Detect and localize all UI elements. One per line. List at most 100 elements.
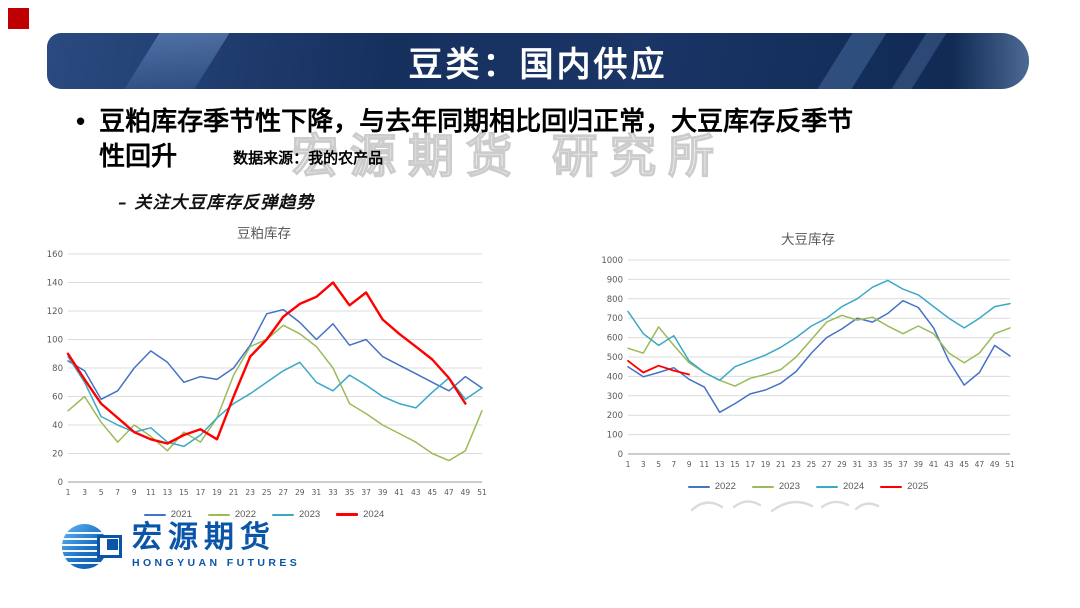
bullet-main-text: 豆粕库存季节性下降，与去年同期相比回归正常，大豆库存反季节性回升 [99, 106, 854, 172]
svg-text:120: 120 [47, 307, 63, 317]
banner-stripe-left [117, 33, 237, 89]
corner-red-square [8, 8, 29, 29]
svg-text:13: 13 [715, 460, 725, 469]
banner-stripe-right [810, 33, 894, 89]
svg-text:45: 45 [959, 460, 969, 469]
svg-text:41: 41 [394, 488, 404, 497]
svg-text:35: 35 [345, 488, 355, 497]
svg-text:29: 29 [295, 488, 305, 497]
svg-text:800: 800 [607, 295, 623, 305]
bullet-point: • 豆粕库存季节性下降，与去年同期相比回归正常，大豆库存反季节性回升 数据来源：我… [76, 104, 956, 174]
svg-text:47: 47 [444, 488, 454, 497]
svg-text:37: 37 [898, 460, 908, 469]
svg-text:35: 35 [883, 460, 893, 469]
banner-right-highlight [953, 33, 1029, 89]
svg-text:40: 40 [52, 421, 63, 431]
svg-text:23: 23 [245, 488, 255, 497]
svg-text:140: 140 [47, 279, 63, 289]
logo-square-icon [97, 535, 122, 558]
svg-text:7: 7 [115, 488, 120, 497]
svg-text:5: 5 [656, 460, 661, 469]
legend-item: 2023 [751, 481, 800, 492]
svg-text:11: 11 [146, 488, 156, 497]
svg-text:20: 20 [52, 450, 63, 460]
legend-color-line [272, 513, 294, 516]
svg-text:25: 25 [262, 488, 272, 497]
chart-legend-left: 2021 2022 2023 2024 [36, 509, 492, 520]
svg-text:3: 3 [82, 488, 87, 497]
svg-text:500: 500 [607, 353, 623, 363]
slide-title: 豆类：国内供应 [408, 44, 668, 85]
svg-text:43: 43 [411, 488, 421, 497]
legend-color-line [143, 513, 166, 516]
svg-text:400: 400 [607, 372, 623, 382]
bullet-marker: • [76, 106, 86, 136]
svg-text:900: 900 [607, 275, 623, 285]
svg-text:19: 19 [212, 488, 222, 497]
company-logo: 宏源期货 HONGYUAN FUTURES [62, 522, 300, 570]
svg-text:17: 17 [745, 460, 755, 469]
legend-color-line [207, 513, 230, 516]
svg-text:17: 17 [196, 488, 206, 497]
legend-color-line [880, 485, 903, 488]
chart-title-right: 大豆库存 [781, 232, 835, 248]
chart-title-left: 豆粕库存 [237, 226, 291, 242]
svg-text:700: 700 [607, 314, 623, 324]
svg-text:600: 600 [607, 334, 623, 344]
legend-label: 2021 [170, 509, 192, 520]
logo-company-name: 宏源期货 [132, 520, 276, 555]
logo-text: 宏源期货 HONGYUAN FUTURES [132, 520, 301, 570]
svg-text:7: 7 [671, 460, 676, 469]
sub-bullet-text: – 关注大豆库存反弹趋势 [118, 193, 315, 213]
legend-label: 2022 [234, 509, 256, 520]
chart-soybean-meal-inventory: 豆粕库存 0 20 40 60 80 100 120 140 160 1 3 5 7 9 11 13 15 17 1… [36, 222, 492, 520]
svg-text:21: 21 [776, 460, 786, 469]
svg-text:19: 19 [761, 460, 771, 469]
svg-text:1: 1 [66, 488, 71, 497]
svg-text:15: 15 [179, 488, 189, 497]
legend-label: 2022 [714, 481, 736, 492]
svg-text:100: 100 [47, 336, 63, 346]
svg-text:31: 31 [312, 488, 322, 497]
svg-text:0: 0 [618, 450, 623, 460]
svg-text:3: 3 [641, 460, 646, 469]
chart-soybean-inventory: 大豆库存 0 100 200 300 400 500 600 700 800 900 1000 1 3 5… [596, 228, 1020, 492]
svg-text:1: 1 [626, 460, 631, 469]
data-source-note: 数据来源：我的农产品 [233, 150, 384, 168]
legend-item: 2022 [207, 509, 256, 520]
legend-item: 2024 [816, 481, 864, 492]
legend-item: 2023 [272, 509, 320, 520]
title-banner: 豆类：国内供应 [47, 33, 1029, 89]
svg-text:160: 160 [47, 250, 63, 260]
legend-item: 2022 [687, 481, 736, 492]
svg-text:43: 43 [944, 460, 954, 469]
svg-text:5: 5 [99, 488, 104, 497]
chart-legend-right: 2022 2023 2024 2025 [596, 481, 1020, 492]
svg-text:200: 200 [607, 411, 623, 421]
svg-text:27: 27 [279, 488, 289, 497]
svg-text:9: 9 [687, 460, 692, 469]
legend-label: 2023 [299, 509, 321, 520]
svg-text:47: 47 [975, 460, 985, 469]
svg-text:39: 39 [378, 488, 388, 497]
svg-text:33: 33 [868, 460, 878, 469]
legend-label: 2025 [907, 481, 929, 492]
svg-text:13: 13 [163, 488, 173, 497]
logo-company-name-en: HONGYUAN FUTURES [132, 557, 301, 569]
svg-text:23: 23 [791, 460, 801, 469]
svg-text:31: 31 [852, 460, 862, 469]
svg-text:11: 11 [700, 460, 710, 469]
legend-label: 2024 [363, 509, 385, 520]
hongyuan-logo-icon [62, 522, 122, 570]
svg-text:80: 80 [52, 364, 63, 374]
svg-text:100: 100 [607, 431, 623, 441]
svg-text:29: 29 [837, 460, 847, 469]
svg-text:25: 25 [807, 460, 817, 469]
svg-text:51: 51 [477, 488, 487, 497]
svg-text:51: 51 [1005, 460, 1015, 469]
svg-text:49: 49 [461, 488, 471, 497]
svg-text:27: 27 [822, 460, 832, 469]
svg-text:1000: 1000 [601, 256, 623, 266]
banner-stripe-right-2 [884, 33, 954, 89]
